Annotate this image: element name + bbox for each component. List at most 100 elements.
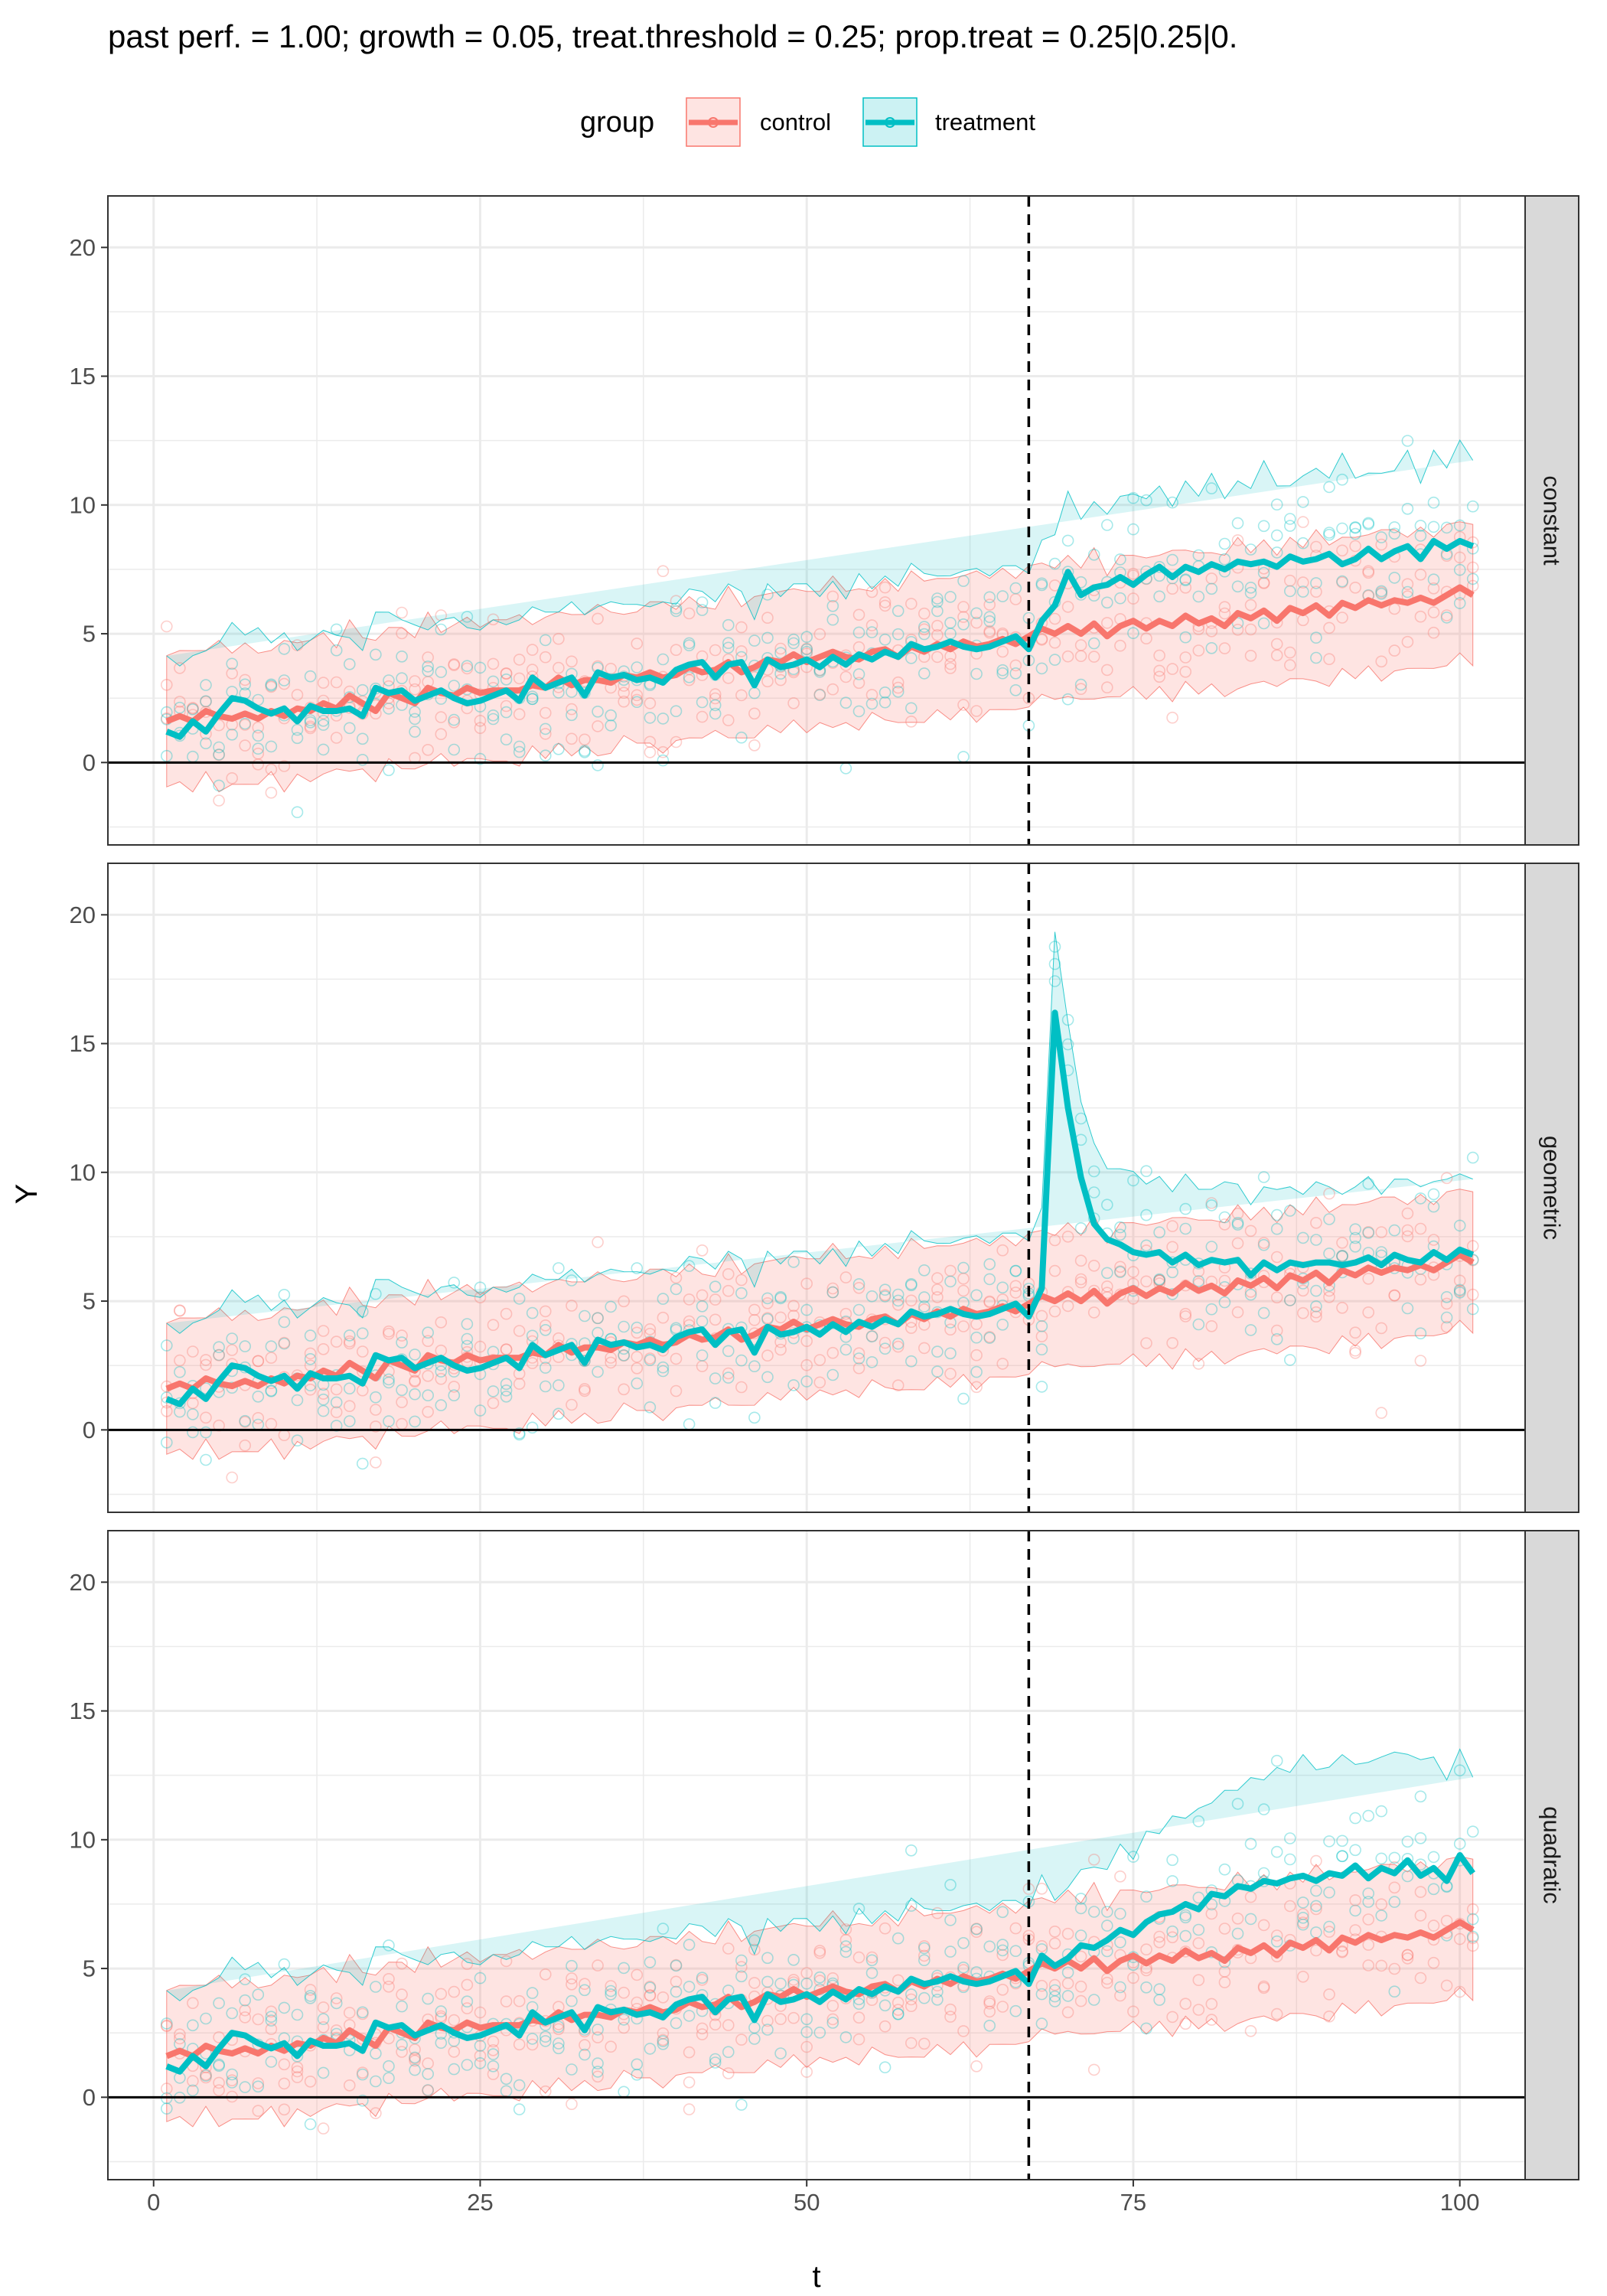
treatment-point xyxy=(892,2008,905,2020)
treatment-point xyxy=(957,1392,970,1405)
treatment-point xyxy=(161,749,173,762)
panel-data-layer xyxy=(161,931,1479,1484)
control-point xyxy=(905,2000,918,2012)
control-point xyxy=(696,1360,709,1372)
control-point xyxy=(761,1297,774,1309)
control-point xyxy=(1270,638,1283,651)
control-point xyxy=(213,2076,225,2089)
y-tick-label: 10 xyxy=(70,1826,96,1853)
control-point xyxy=(1205,1197,1218,1209)
control-point xyxy=(592,1312,604,1324)
treatment-point xyxy=(1009,1945,1022,1957)
control-point xyxy=(1205,625,1218,638)
treatment-point xyxy=(435,1365,448,1378)
control-point xyxy=(448,1381,461,1393)
treatment-point xyxy=(383,764,395,777)
control-point xyxy=(592,1236,604,1248)
treatment-mean-line xyxy=(165,1009,1475,1407)
control-point xyxy=(970,1381,983,1394)
control-point xyxy=(1362,566,1374,579)
treatment-point xyxy=(1153,1983,1165,1995)
control-point xyxy=(1048,1937,1061,1950)
treatment-point xyxy=(1362,1177,1374,1190)
treatment-point xyxy=(317,719,330,731)
treatment-point xyxy=(1310,1300,1322,1313)
treatment-point xyxy=(1140,1981,1152,1994)
control-point xyxy=(1323,1291,1335,1303)
y-tick-label: 5 xyxy=(83,621,96,647)
treatment-point xyxy=(918,1991,931,2004)
control-point xyxy=(513,1994,526,2007)
treatment-point xyxy=(1009,2004,1022,2017)
control-point xyxy=(422,651,435,664)
treatment-point xyxy=(826,1368,839,1381)
treatment-point xyxy=(461,2059,474,2071)
treatment-point xyxy=(748,1934,761,1947)
control-point xyxy=(839,1271,852,1283)
treatment-point xyxy=(1205,1303,1218,1316)
treatment-point xyxy=(1192,1275,1205,1287)
control-point xyxy=(709,2018,722,2030)
control-point xyxy=(409,683,421,696)
control-point xyxy=(1231,1306,1244,1319)
control-point xyxy=(735,645,748,657)
treatment-point xyxy=(852,705,865,718)
control-point xyxy=(461,662,474,675)
treatment-point xyxy=(1101,1906,1113,1918)
treatment-point xyxy=(1323,527,1335,539)
treatment-point xyxy=(918,628,931,641)
control-point xyxy=(865,619,878,631)
control-point xyxy=(931,1291,944,1303)
control-point xyxy=(1087,2063,1100,2076)
legend-key-control-point xyxy=(708,117,719,128)
control-point xyxy=(343,1400,356,1412)
treatment-point xyxy=(1284,585,1296,598)
control-point xyxy=(800,2040,813,2053)
treatment-point xyxy=(670,1322,683,1335)
treatment-point xyxy=(1453,563,1466,576)
control-point xyxy=(618,2021,631,2034)
control-point xyxy=(500,700,513,713)
treatment-point xyxy=(631,696,644,709)
treatment-point xyxy=(631,661,644,673)
treatment-point xyxy=(839,696,852,709)
control-point xyxy=(670,1352,683,1365)
control-point xyxy=(1244,2025,1257,2037)
control-point xyxy=(226,2074,239,2086)
control-point xyxy=(1270,2007,1283,2020)
treatment-point xyxy=(539,2035,552,2047)
treatment-point xyxy=(579,746,591,758)
control-point xyxy=(957,601,970,613)
x-axis-title: t xyxy=(812,2260,820,2294)
treatment-point xyxy=(448,1277,461,1289)
control-point xyxy=(605,1980,618,1992)
treatment-point xyxy=(931,1985,944,1998)
control-point xyxy=(1336,1302,1348,1314)
treatment-point xyxy=(1218,1296,1231,1309)
treatment-point xyxy=(1427,496,1440,509)
treatment-point xyxy=(1035,577,1048,590)
treatment-point xyxy=(631,2058,644,2071)
treatment-point xyxy=(200,737,212,750)
treatment-point xyxy=(461,611,474,623)
treatment-point xyxy=(1270,529,1283,542)
treatment-point xyxy=(553,687,565,699)
treatment-point xyxy=(905,1278,918,1290)
treatment-point xyxy=(1244,1838,1257,1850)
treatment-point xyxy=(1362,517,1374,530)
treatment-point xyxy=(1453,1764,1466,1776)
treatment-point xyxy=(970,1365,983,1378)
treatment-point xyxy=(1336,1835,1348,1848)
treatment-point xyxy=(1349,521,1361,534)
control-point xyxy=(579,1978,591,1990)
control-point xyxy=(735,1961,748,1973)
treatment-point xyxy=(592,759,604,771)
treatment-point xyxy=(735,1954,748,1967)
control-point xyxy=(748,1313,761,1326)
control-point xyxy=(422,1335,435,1347)
control-point xyxy=(1362,1959,1374,1971)
control-point xyxy=(826,1346,839,1359)
treatment-point xyxy=(1179,573,1191,585)
treatment-point xyxy=(709,1372,722,1384)
control-point xyxy=(944,657,957,670)
